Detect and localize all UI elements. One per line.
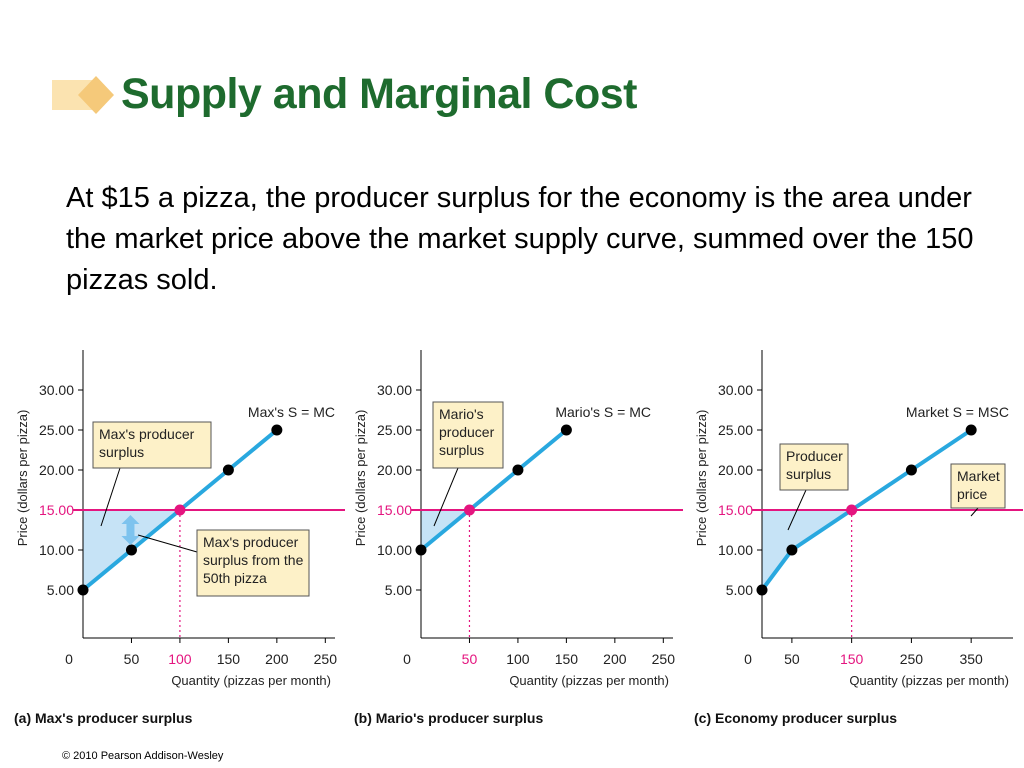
- supply-point: [905, 464, 917, 476]
- x-axis-label: Quantity (pizzas per month): [509, 673, 669, 688]
- y-tick-label: 5.00: [726, 582, 753, 598]
- series-label: Mario's S = MC: [555, 404, 651, 420]
- copyright-text: © 2010 Pearson Addison-Wesley: [62, 750, 224, 762]
- x-tick-label: 150: [840, 651, 864, 667]
- callout-box: [196, 529, 310, 597]
- callout-box: [92, 421, 212, 469]
- x-tick-label: 0: [744, 651, 752, 667]
- series-label: Market S = MSC: [906, 404, 1009, 420]
- title-bullet-icon: [52, 76, 114, 114]
- chart-panel-1: 5.00 10.00 15.00 20.00 25.00 30.00 0 50 100 150 20…: [14, 350, 345, 726]
- equilibrium-point: [463, 504, 475, 516]
- x-tick-label: 250: [314, 651, 338, 667]
- supply-curve: [419, 428, 568, 552]
- y-tick-label: 5.00: [385, 582, 412, 598]
- arrow-head-down: [121, 536, 140, 545]
- x-tick-label: 0: [65, 651, 73, 667]
- callout-text: producer: [439, 424, 495, 440]
- supply-point: [415, 544, 427, 556]
- chart-panel-3: 5.00 10.00 15.00 20.00 25.00 30.00 0 50 150 250 35…: [694, 350, 1023, 726]
- x-tick-label: 250: [652, 651, 676, 667]
- callout-box: [432, 401, 504, 469]
- y-tick-label: 20.00: [718, 462, 753, 478]
- callout-text: surplus: [99, 444, 144, 460]
- y-tick-label: 30.00: [718, 382, 753, 398]
- supply-point: [756, 584, 768, 596]
- x-tick-label: 150: [217, 651, 241, 667]
- panel-caption: (c) Economy producer surplus: [694, 710, 897, 726]
- callout-text: surplus: [786, 466, 831, 482]
- x-tick-label: 150: [555, 651, 579, 667]
- y-tick-label: 25.00: [39, 422, 74, 438]
- supply-point: [965, 424, 977, 436]
- supply-point: [271, 424, 283, 436]
- x-tick-label: 0: [403, 651, 411, 667]
- callout-text: 50th pizza: [203, 570, 267, 586]
- equilibrium-point: [846, 504, 858, 516]
- y-tick-label: 15.00: [377, 502, 412, 518]
- y-tick-label: 10.00: [718, 542, 753, 558]
- y-tick-label: 30.00: [39, 382, 74, 398]
- chart-panel-2: 5.00 10.00 15.00 20.00 25.00 30.00 0 50 100 150 20…: [353, 350, 683, 726]
- x-tick-label: 50: [462, 651, 478, 667]
- y-axis-label: Price (dollars per pizza): [353, 410, 368, 547]
- x-tick-label: 100: [168, 651, 192, 667]
- x-tick-label: 50: [784, 651, 800, 667]
- callout-box: [779, 443, 849, 491]
- y-tick-label: 15.00: [39, 502, 74, 518]
- slide-title: Supply and Marginal Cost: [121, 70, 638, 118]
- x-tick-label: 200: [603, 651, 627, 667]
- callout-pointer: [137, 534, 198, 553]
- series-label: Max's S = MC: [248, 404, 335, 420]
- charts-area: 5.00 10.00 15.00 20.00 25.00 30.00 0 50 100 150 20…: [14, 350, 1023, 726]
- x-tick-label: 200: [265, 651, 289, 667]
- callout-pointer: [787, 489, 807, 531]
- callout-text: Market: [957, 468, 1000, 484]
- callout-text: surplus from the: [203, 552, 304, 568]
- callout-text: Max's producer: [99, 426, 195, 442]
- x-tick-label: 50: [124, 651, 140, 667]
- y-tick-label: 20.00: [39, 462, 74, 478]
- callout-text: Mario's: [439, 406, 484, 422]
- equilibrium-point: [174, 504, 186, 516]
- callout-box: [950, 463, 1006, 509]
- arrow-shaft: [126, 524, 135, 536]
- y-tick-label: 15.00: [718, 502, 753, 518]
- supply-point: [77, 584, 89, 596]
- supply-point: [786, 544, 798, 556]
- callout-pointer: [433, 467, 459, 527]
- surplus-area: [761, 509, 854, 592]
- y-tick-label: 10.00: [39, 542, 74, 558]
- y-tick-label: 5.00: [47, 582, 74, 598]
- y-axis-label: Price (dollars per pizza): [694, 410, 709, 547]
- callout-text: Max's producer: [203, 534, 299, 550]
- supply-point: [125, 544, 137, 556]
- supply-point: [560, 424, 572, 436]
- callout-pointer: [100, 467, 121, 527]
- y-tick-label: 10.00: [377, 542, 412, 558]
- panel-caption: (a) Max's producer surplus: [14, 710, 193, 726]
- x-axis-label: Quantity (pizzas per month): [849, 673, 1009, 688]
- x-tick-label: 350: [959, 651, 983, 667]
- arrow-head-up: [121, 515, 140, 524]
- callout-text: Producer: [786, 448, 843, 464]
- body-text: At $15 a pizza, the producer surplus for…: [66, 182, 974, 296]
- x-axis-label: Quantity (pizzas per month): [171, 673, 331, 688]
- x-tick-label: 100: [506, 651, 530, 667]
- y-axis-label: Price (dollars per pizza): [15, 410, 30, 547]
- x-tick-label: 250: [900, 651, 924, 667]
- y-tick-label: 30.00: [377, 382, 412, 398]
- y-tick-label: 20.00: [377, 462, 412, 478]
- supply-point: [222, 464, 234, 476]
- y-tick-label: 25.00: [377, 422, 412, 438]
- callout-text: surplus: [439, 442, 484, 458]
- supply-point: [512, 464, 524, 476]
- callout-pointer: [970, 507, 979, 517]
- callout-text: price: [957, 486, 988, 502]
- panel-caption: (b) Mario's producer surplus: [354, 710, 543, 726]
- y-tick-label: 25.00: [718, 422, 753, 438]
